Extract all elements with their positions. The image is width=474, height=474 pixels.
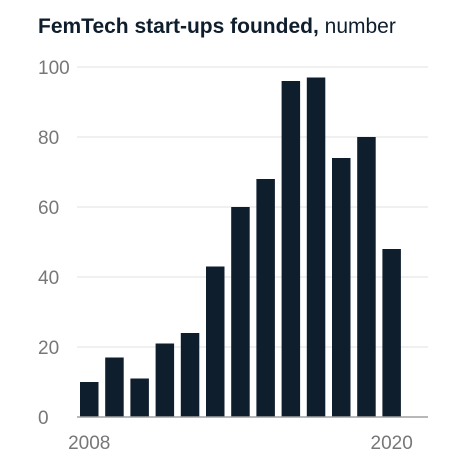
bars bbox=[80, 77, 401, 417]
bar bbox=[231, 207, 250, 417]
bar bbox=[155, 343, 175, 417]
y-tick-label: 80 bbox=[38, 128, 59, 149]
bar bbox=[281, 81, 301, 417]
bar bbox=[306, 77, 326, 417]
chart-unit: number bbox=[324, 15, 396, 38]
bar bbox=[80, 382, 99, 417]
y-tick-label: 0 bbox=[38, 408, 49, 429]
y-tick-label: 100 bbox=[38, 58, 70, 79]
bar bbox=[180, 333, 200, 417]
y-axis-ticks: 0 20 40 60 80 100 bbox=[38, 58, 70, 429]
y-tick-label: 60 bbox=[38, 198, 59, 219]
chart-title-text: FemTech start-ups founded, bbox=[38, 15, 319, 38]
x-axis-ticks: 2008 2020 bbox=[68, 433, 413, 454]
bar bbox=[130, 378, 149, 417]
y-tick-label: 20 bbox=[38, 338, 59, 359]
bar bbox=[357, 137, 376, 417]
bar bbox=[206, 266, 225, 417]
bar bbox=[382, 249, 401, 417]
bar bbox=[332, 158, 351, 417]
x-tick-label: 2020 bbox=[371, 433, 413, 454]
bar bbox=[105, 357, 124, 417]
bar bbox=[256, 179, 275, 417]
y-tick-label: 40 bbox=[38, 268, 59, 289]
x-tick-label: 2008 bbox=[68, 433, 110, 454]
chart-title: FemTech start-ups founded, number bbox=[38, 15, 396, 39]
